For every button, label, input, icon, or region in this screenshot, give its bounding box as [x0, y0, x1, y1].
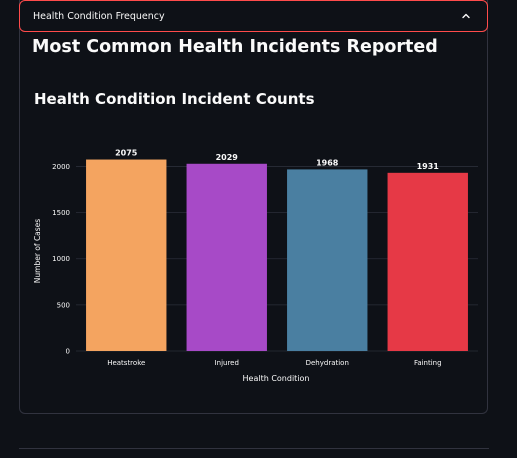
divider	[19, 448, 489, 449]
chevron-up-icon[interactable]	[460, 10, 472, 22]
y-tick-label: 500	[57, 301, 70, 309]
bar-fainting[interactable]	[387, 172, 468, 351]
section-title: Most Common Health Incidents Reported	[32, 37, 438, 57]
data-label: 1931	[417, 162, 440, 171]
x-axis-ticks: Heatstroke Injured Dehydration Fainting	[107, 359, 441, 367]
data-label: 2075	[115, 149, 138, 158]
y-axis-label: Number of Cases	[33, 219, 42, 283]
x-tick-label: Fainting	[414, 359, 442, 367]
expander-header[interactable]: Health Condition Frequency	[19, 0, 488, 32]
data-labels: 2075 2029 1968 1931	[115, 149, 439, 171]
y-tick-label: 1000	[52, 255, 70, 263]
data-label: 1968	[316, 158, 339, 167]
y-tick-label: 2000	[52, 163, 70, 171]
y-tick-label: 1500	[52, 209, 70, 217]
y-tick-label: 0	[66, 348, 70, 356]
chart-bars	[86, 159, 468, 351]
x-axis-label: Health Condition	[243, 374, 310, 383]
data-label: 2029	[216, 153, 239, 162]
bar-injured[interactable]	[186, 163, 267, 351]
x-tick-label: Injured	[215, 359, 239, 367]
expander-body	[19, 0, 488, 414]
x-tick-label: Dehydration	[306, 359, 349, 367]
x-tick-label: Heatstroke	[107, 359, 145, 367]
y-axis-ticks: 0 500 1000 1500 2000	[52, 163, 70, 356]
expander-label: Health Condition Frequency	[33, 10, 165, 22]
bar-heatstroke[interactable]	[86, 159, 167, 351]
bar-dehydration[interactable]	[287, 169, 368, 351]
chart-title: Health Condition Incident Counts	[34, 90, 315, 108]
